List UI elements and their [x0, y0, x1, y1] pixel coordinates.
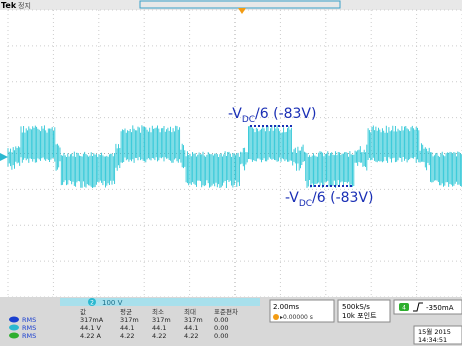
brand: Tek	[1, 1, 17, 10]
row-badge	[9, 325, 19, 331]
table-cell: 0.00	[214, 332, 228, 340]
table-cell: 0.00	[214, 324, 228, 332]
table-cell: 44.1	[184, 324, 198, 332]
annotation-suffix: /6 (-83V)	[312, 190, 373, 206]
table-header: 평균	[120, 307, 132, 316]
table-cell: RMS	[22, 316, 36, 324]
table-header: 표준편차	[214, 307, 238, 316]
table-cell: 4.22 A	[80, 332, 102, 340]
date: 15월 2015	[418, 327, 451, 336]
table-cell: 317m	[120, 316, 139, 324]
time: 14:34:51	[418, 336, 447, 344]
channel-number: 2	[90, 300, 94, 307]
annotation-subscript: DC	[299, 199, 312, 209]
annotation-prefix: -V	[285, 190, 299, 206]
table-header: 값	[80, 308, 86, 316]
annotation-subscript: DC	[242, 115, 255, 125]
record-length: 10k 포인트	[342, 311, 377, 320]
row-badge	[9, 333, 19, 339]
table-cell: 0.00	[214, 316, 228, 324]
status: 정지	[18, 1, 31, 10]
trigger-level: -350mA	[426, 304, 454, 312]
table-cell: RMS	[22, 332, 36, 340]
table-cell: 44.1 V	[80, 324, 102, 332]
table-cell: 44.1	[120, 324, 134, 332]
table-cell: 44.1	[152, 324, 166, 332]
page: {"header": {"brand": "Tek", "status": "정…	[0, 0, 462, 346]
table-cell: 317mA	[80, 316, 104, 324]
scope-screen: Tek 정지 -VDC/6 (-83V) -VDC/6 (-83V) 2 100…	[0, 0, 462, 346]
table-header: 최대	[184, 307, 196, 316]
trigger-channel: 4	[402, 305, 406, 312]
annotation-suffix: /6 (-83V)	[255, 106, 316, 122]
table-cell: 4.22	[152, 332, 166, 340]
table-cell: 317m	[184, 316, 203, 324]
table-cell: 4.22	[120, 332, 134, 340]
trigger-icon	[273, 314, 279, 320]
channel-scale: 100 V	[102, 299, 123, 307]
timebase-position: ▸0.00000 s	[280, 314, 313, 321]
annotation-prefix: -V	[228, 106, 242, 122]
table-cell: RMS	[22, 324, 36, 332]
table-cell: 317m	[152, 316, 171, 324]
timebase-scale: 2.00ms	[273, 303, 299, 311]
row-badge	[9, 317, 19, 323]
table-header: 최소	[152, 307, 164, 316]
sample-rate: 500kS/s	[342, 303, 370, 311]
table-cell: 4.22	[184, 332, 198, 340]
